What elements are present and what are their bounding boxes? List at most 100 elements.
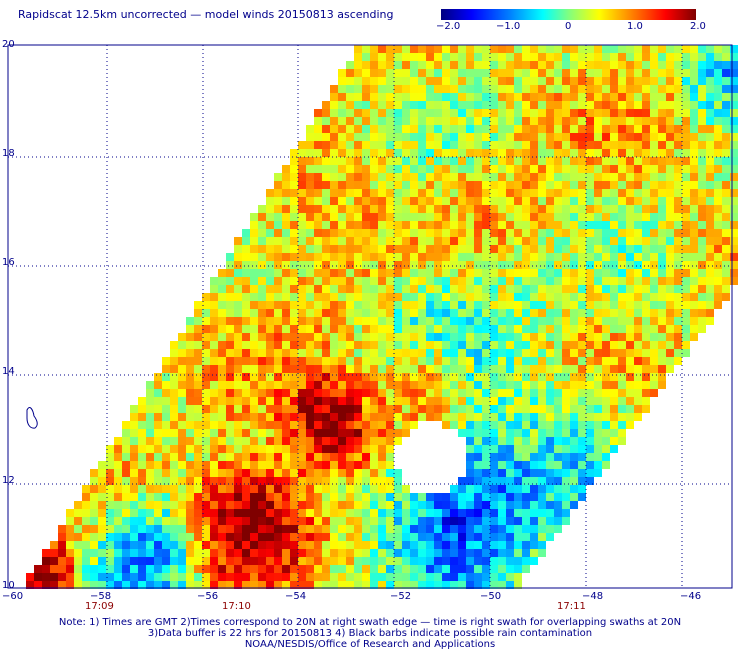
swath-cell	[682, 165, 690, 173]
swath-cell	[482, 221, 490, 229]
swath-cell	[554, 381, 562, 389]
swath-cell	[226, 381, 234, 389]
swath-cell	[154, 517, 162, 525]
swath-cell	[570, 69, 578, 77]
swath-cell	[394, 365, 402, 373]
swath-cell	[458, 341, 466, 349]
swath-cell	[170, 557, 178, 565]
swath-cell	[482, 485, 490, 493]
swath-cell	[498, 221, 506, 229]
swath-cell	[394, 325, 402, 333]
swath-cell	[154, 381, 162, 389]
swath-cell	[458, 525, 466, 533]
swath-cell	[458, 541, 466, 549]
swath-cell	[250, 445, 258, 453]
swath-cell	[314, 541, 322, 549]
swath-cell	[570, 309, 578, 317]
swath-cell	[178, 333, 186, 341]
swath-cell	[498, 421, 506, 429]
swath-cell	[490, 565, 498, 573]
swath-cell	[210, 453, 218, 461]
swath-cell	[146, 565, 154, 573]
swath-cell	[618, 413, 626, 421]
swath-cell	[530, 525, 538, 533]
swath-cell	[194, 493, 202, 501]
swath-cell	[82, 509, 90, 517]
swath-cell	[434, 389, 442, 397]
swath-cell	[242, 429, 250, 437]
swath-cell	[538, 517, 546, 525]
swath-cell	[666, 349, 674, 357]
swath-cell	[626, 285, 634, 293]
swath-cell	[162, 413, 170, 421]
swath-cell	[298, 349, 306, 357]
swath-cell	[242, 445, 250, 453]
swath-cell	[330, 469, 338, 477]
swath-cell	[410, 397, 418, 405]
swath-cell	[226, 525, 234, 533]
swath-cell	[330, 557, 338, 565]
swath-cell	[626, 85, 634, 93]
swath-cell	[346, 237, 354, 245]
swath-cell	[618, 117, 626, 125]
swath-cell	[354, 125, 362, 133]
swath-cell	[530, 501, 538, 509]
swath-cell	[418, 333, 426, 341]
swath-cell	[402, 557, 410, 565]
swath-cell	[82, 557, 90, 565]
swath-cell	[266, 269, 274, 277]
swath-cell	[234, 381, 242, 389]
swath-cell	[514, 333, 522, 341]
swath-cell	[442, 45, 450, 53]
swath-cell	[498, 341, 506, 349]
swath-cell	[658, 365, 666, 373]
swath-cell	[378, 133, 386, 141]
swath-cell	[410, 365, 418, 373]
lat-label: 16	[2, 257, 15, 268]
swath-cell	[146, 413, 154, 421]
swath-cell	[362, 149, 370, 157]
swath-cell	[626, 197, 634, 205]
swath-cell	[562, 285, 570, 293]
swath-cell	[626, 213, 634, 221]
swath-cell	[474, 277, 482, 285]
swath-cell	[642, 317, 650, 325]
swath-cell	[114, 533, 122, 541]
swath-cell	[490, 549, 498, 557]
swath-cell	[362, 117, 370, 125]
swath-cell	[138, 541, 146, 549]
swath-cell	[370, 501, 378, 509]
swath-cell	[642, 189, 650, 197]
swath-cell	[258, 325, 266, 333]
swath-cell	[114, 477, 122, 485]
swath-cell	[418, 501, 426, 509]
swath-cell	[426, 533, 434, 541]
swath-cell	[586, 405, 594, 413]
swath-cell	[282, 245, 290, 253]
swath-cell	[178, 381, 186, 389]
swath-cell	[546, 373, 554, 381]
swath-cell	[442, 573, 450, 581]
swath-cell	[578, 93, 586, 101]
swath-cell	[522, 461, 530, 469]
swath-cell	[394, 101, 402, 109]
swath-cell	[602, 437, 610, 445]
swath-cell	[370, 557, 378, 565]
swath-cell	[322, 557, 330, 565]
swath-cell	[282, 389, 290, 397]
swath-cell	[282, 429, 290, 437]
swath-cell	[458, 245, 466, 253]
swath-cell	[386, 277, 394, 285]
swath-cell	[226, 285, 234, 293]
swath-cell	[242, 349, 250, 357]
swath-cell	[106, 485, 114, 493]
swath-cell	[362, 397, 370, 405]
swath-cell	[538, 253, 546, 261]
swath-cell	[546, 349, 554, 357]
swath-cell	[354, 333, 362, 341]
swath-cell	[490, 221, 498, 229]
swath-cell	[386, 173, 394, 181]
swath-cell	[418, 181, 426, 189]
swath-cell	[530, 429, 538, 437]
swath-cell	[378, 149, 386, 157]
